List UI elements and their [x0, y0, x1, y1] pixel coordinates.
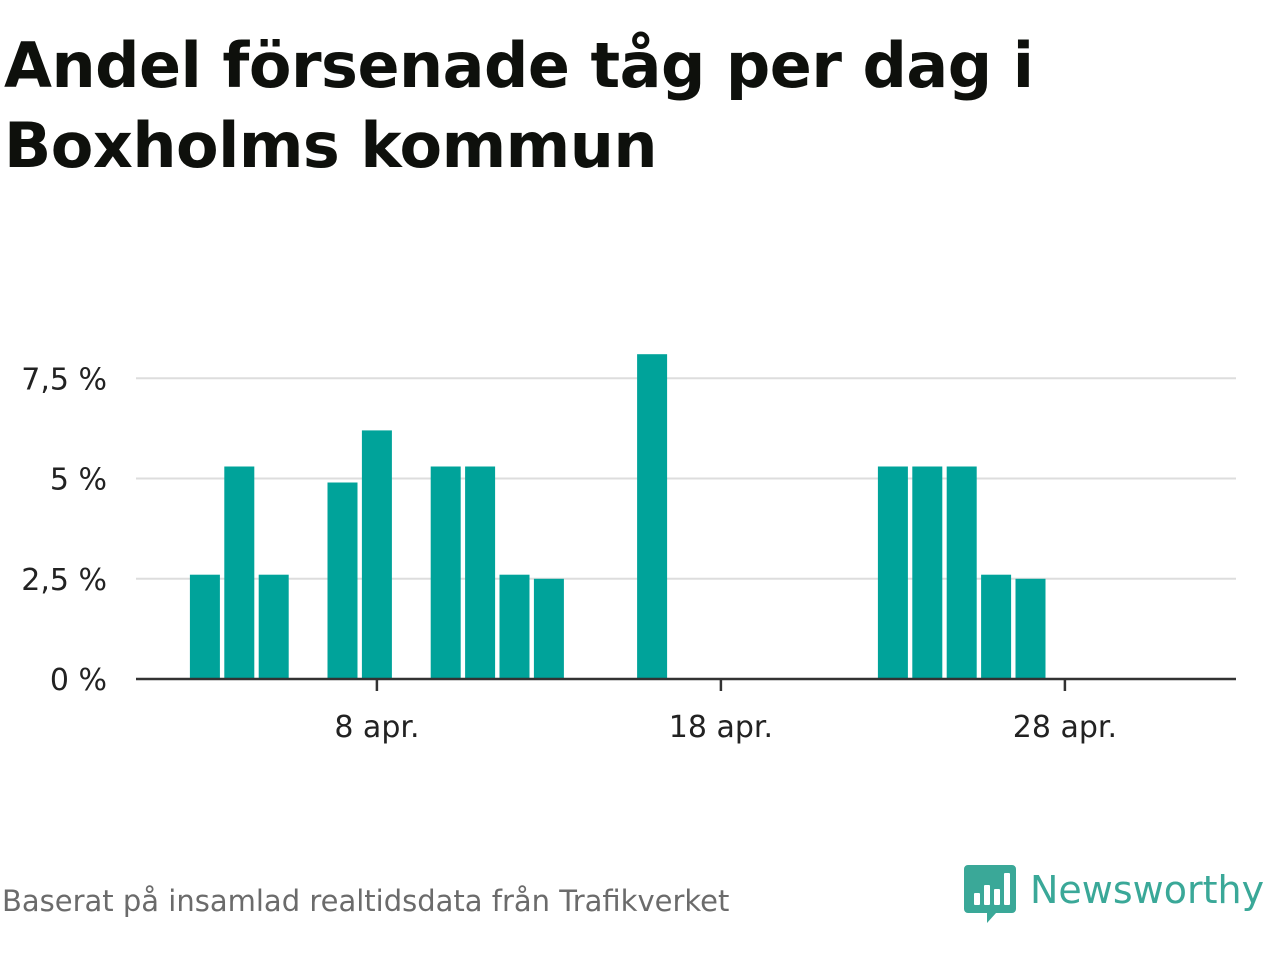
- bar: [1015, 578, 1046, 680]
- brand: Newsworthy: [964, 862, 1264, 926]
- bar: [361, 430, 392, 679]
- bar: [327, 482, 358, 679]
- y-tick-label: 0 %: [50, 663, 107, 698]
- bar: [465, 466, 496, 679]
- bar: [981, 574, 1012, 679]
- y-tick-label: 2,5 %: [21, 563, 107, 598]
- x-tick-label: 28 apr.: [1013, 710, 1117, 745]
- x-axis: 8 apr. 18 apr. 28 apr.: [136, 677, 1236, 745]
- bar: [946, 466, 977, 679]
- bar: [912, 466, 943, 679]
- gridlines: [136, 377, 1236, 580]
- x-tick-label: 8 apr.: [334, 710, 419, 745]
- y-tick-label: 7,5 %: [21, 362, 107, 397]
- newsworthy-logo-icon: [964, 865, 1016, 923]
- bar: [499, 574, 530, 679]
- y-axis-ticks: 0 % 2,5 % 5 % 7,5 %: [21, 362, 107, 698]
- bar: [430, 466, 461, 679]
- bar: [224, 466, 255, 679]
- bar: [877, 466, 908, 679]
- x-tick-label: 18 apr.: [669, 710, 773, 745]
- bars: [189, 354, 1046, 680]
- bar: [189, 574, 220, 679]
- brand-name: Newsworthy: [1030, 868, 1265, 912]
- bar: [637, 354, 668, 679]
- bar: [533, 578, 564, 680]
- chart-title: Andel försenade tåg per dag i Boxholms k…: [4, 29, 1034, 182]
- source-note: Baserat på insamlad realtidsdata från Tr…: [2, 884, 730, 918]
- y-tick-label: 5 %: [50, 463, 107, 498]
- bar: [258, 574, 289, 679]
